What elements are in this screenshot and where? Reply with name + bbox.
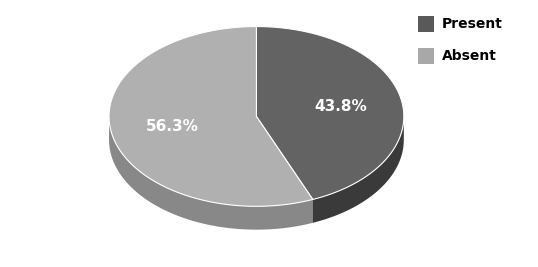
- Polygon shape: [109, 116, 313, 230]
- Polygon shape: [313, 116, 404, 223]
- Bar: [418, 48, 434, 64]
- Text: 43.8%: 43.8%: [314, 99, 366, 114]
- Polygon shape: [257, 116, 313, 223]
- Polygon shape: [257, 116, 313, 223]
- Text: 56.3%: 56.3%: [146, 119, 199, 134]
- Bar: [418, 16, 434, 32]
- Polygon shape: [109, 26, 313, 206]
- Polygon shape: [257, 26, 404, 199]
- Text: Present: Present: [442, 17, 502, 31]
- Text: Absent: Absent: [442, 49, 497, 63]
